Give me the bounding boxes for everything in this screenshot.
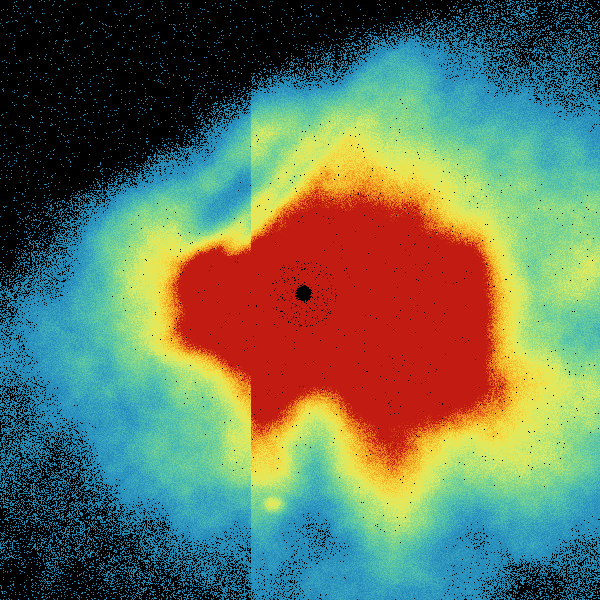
image-canvas[interactable] <box>0 0 600 600</box>
astronomical-image[interactable] <box>0 0 600 600</box>
